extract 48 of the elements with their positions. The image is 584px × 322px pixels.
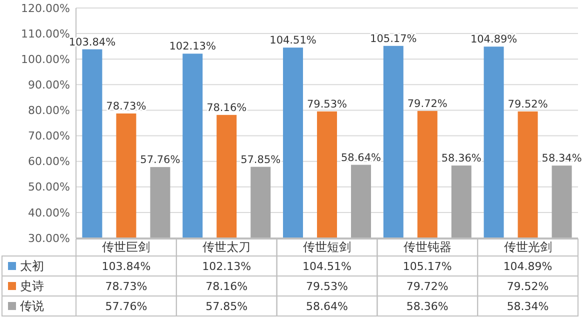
data-label: 102.13% (202, 260, 252, 273)
data-label: 105.17% (402, 260, 452, 273)
y-tick-label: 80.00% (28, 104, 70, 118)
y-tick-label: 120.00% (21, 2, 70, 15)
x-tick-label: 传世巨剑 (102, 240, 150, 254)
data-label: 104.89% (503, 260, 552, 273)
x-tick-label: 传世短剑 (303, 240, 351, 254)
text: 79.53% (306, 98, 348, 110)
text: 57.85% (240, 154, 281, 166)
data-label: 103.84% (102, 260, 151, 273)
text: 58.36% (441, 152, 482, 165)
text: 79.52% (508, 98, 548, 110)
y-tick-label: 100.00% (21, 52, 70, 66)
text: 79.72% (407, 98, 448, 110)
data-label: 79.53% (306, 280, 348, 293)
text: 104.89% (470, 34, 518, 46)
text: 104.51% (270, 34, 316, 47)
data-label: 78.73% (105, 280, 148, 293)
data-label: 79.52% (506, 280, 549, 293)
data-label: 57.76% (105, 300, 148, 313)
text: 58.64% (340, 152, 382, 164)
text: 57.76% (140, 154, 180, 166)
y-tick-label: 110.00% (21, 27, 70, 40)
y-tick-label: 50.00% (28, 180, 70, 194)
text: 102.13% (169, 40, 216, 53)
text: 78.73% (106, 100, 146, 112)
data-label: 78.16% (206, 280, 248, 293)
text: 105.17% (370, 32, 417, 45)
y-tick-label: 40.00% (28, 206, 70, 220)
data-label: 58.64% (306, 300, 348, 313)
text: 58.34% (542, 152, 582, 165)
legend-label: 传说 (20, 299, 44, 314)
legend-label: 史诗 (20, 279, 44, 294)
x-tick-label: 传世太刀 (202, 240, 251, 254)
data-label: 58.36% (406, 300, 448, 313)
x-tick-label: 传世光剑 (504, 240, 552, 254)
data-label: 104.51% (302, 260, 352, 273)
data-label: 58.34% (506, 300, 549, 313)
legend-label: 太初 (20, 259, 44, 274)
x-tick-label: 传世钝器 (403, 240, 452, 254)
y-tick-label: 60.00% (28, 155, 70, 168)
y-tick-label: 70.00% (28, 130, 70, 143)
text: 103.84% (68, 36, 116, 48)
data-label: 79.72% (406, 280, 448, 293)
y-tick-label: 30.00% (28, 232, 70, 245)
y-tick-label: 90.00% (28, 78, 70, 92)
text: 78.16% (206, 102, 247, 114)
data-label: 57.85% (206, 300, 248, 313)
